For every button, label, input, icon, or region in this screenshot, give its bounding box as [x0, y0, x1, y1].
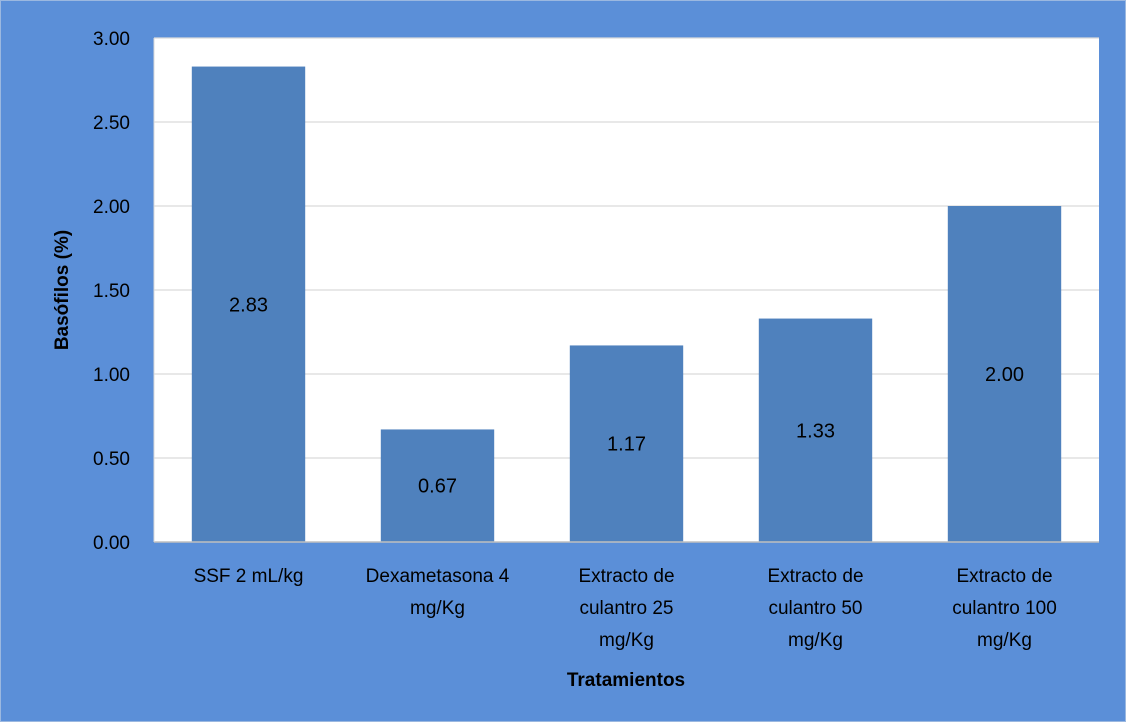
x-tick-label: Extracto de — [578, 566, 674, 587]
axes — [153, 38, 1099, 543]
y-tick-label: 2.00 — [93, 197, 130, 218]
data-label: 2.00 — [985, 364, 1024, 386]
x-tick-label: Extracto de — [767, 566, 863, 587]
x-axis-title: Tratamientos — [567, 670, 685, 691]
x-tick-label: mg/Kg — [788, 630, 843, 651]
data-label: 1.33 — [796, 420, 835, 442]
y-tick-label: 0.00 — [93, 533, 130, 554]
x-tick-label: culantro 25 — [579, 598, 673, 619]
y-tick-label: 2.50 — [93, 113, 130, 134]
x-tick-label: SSF 2 mL/kg — [194, 566, 304, 587]
x-tick-label: culantro 100 — [952, 598, 1057, 619]
bar — [947, 206, 1062, 542]
bars — [191, 66, 1062, 542]
bar — [758, 318, 873, 542]
y-axis-title: Basófilos (%) — [52, 230, 73, 350]
x-tick-label: mg/Kg — [410, 598, 465, 619]
labels: 0.00 0.50 1.00 1.50 2.00 2.50 3.00 2.83 SSF 2 mL… — [93, 29, 1057, 651]
x-tick-label: culantro 50 — [768, 598, 862, 619]
y-tick-label: 1.50 — [93, 281, 130, 302]
x-tick-label: Extracto de — [956, 566, 1052, 587]
x-tick-label: mg/Kg — [977, 630, 1032, 651]
data-label: 2.83 — [229, 294, 268, 316]
x-tick-label: mg/Kg — [599, 630, 654, 651]
bar — [569, 345, 684, 542]
x-tick-label: Dexametasona 4 — [366, 566, 510, 587]
bar — [191, 66, 306, 542]
y-tick-label: 1.00 — [93, 365, 130, 386]
data-label: 0.67 — [418, 476, 457, 498]
bar — [380, 429, 495, 542]
y-tick-label: 0.50 — [93, 449, 130, 470]
data-label: 1.17 — [607, 434, 646, 456]
y-tick-label: 3.00 — [93, 29, 130, 50]
